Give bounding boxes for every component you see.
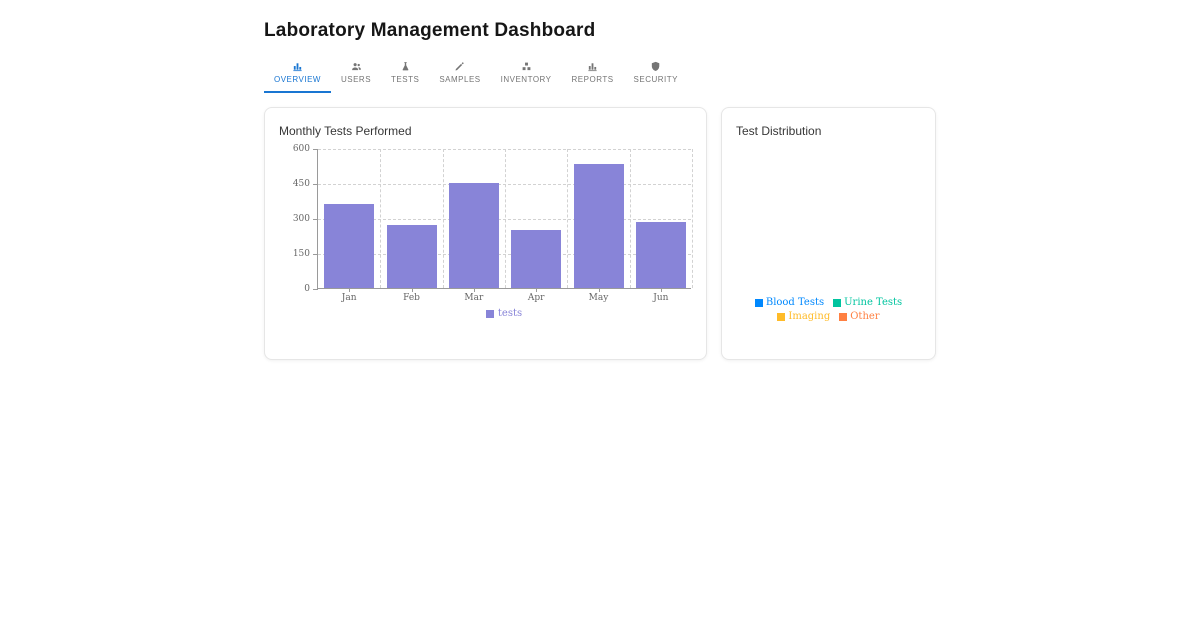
x-axis-tick xyxy=(473,288,475,292)
tab-tests[interactable]: TESTS xyxy=(381,57,429,93)
y-axis-tick xyxy=(313,289,318,290)
bar-chart-legend: tests xyxy=(317,308,691,319)
tab-overview[interactable]: OVERVIEW xyxy=(264,57,331,93)
gridline xyxy=(380,149,382,288)
cards-row: Monthly Tests Performed 0 150 300 450 600 Jan… xyxy=(264,107,936,360)
legend-swatch xyxy=(485,309,494,318)
gridline xyxy=(629,149,631,288)
x-axis-label: May xyxy=(588,293,609,303)
legend-swatch xyxy=(777,312,786,321)
bar-feb[interactable] xyxy=(386,225,437,288)
gridline xyxy=(505,149,506,288)
bar-chart-plot-area: 0 150 300 450 600 Jan Feb Mar Apr May Jun xyxy=(293,144,693,303)
flask-icon xyxy=(400,61,411,72)
y-axis-tick xyxy=(313,219,318,220)
tab-label: OVERVIEW xyxy=(274,75,321,84)
legend-swatch xyxy=(754,298,763,307)
x-axis-label: Feb xyxy=(403,293,420,303)
x-axis-label: Jan xyxy=(341,293,357,303)
x-axis-tick xyxy=(536,288,538,292)
bar-may[interactable] xyxy=(573,164,624,288)
y-axis-label: 300 xyxy=(292,213,310,224)
tab-label: REPORTS xyxy=(571,75,614,84)
bar-chart-icon xyxy=(292,61,303,72)
gridline xyxy=(567,149,569,288)
bar-apr[interactable] xyxy=(511,229,562,288)
boxes-icon xyxy=(521,61,532,72)
tab-label: INVENTORY xyxy=(500,75,552,84)
tab-security[interactable]: SECURITY xyxy=(624,57,688,93)
y-axis-tick xyxy=(313,184,318,185)
gridline xyxy=(318,184,691,185)
x-axis-tick xyxy=(598,288,600,292)
shield-icon xyxy=(650,61,661,72)
legend-swatch xyxy=(833,298,842,307)
tab-label: SECURITY xyxy=(633,75,678,84)
tab-users[interactable]: USERS xyxy=(331,57,381,93)
page-container: Laboratory Management Dashboard OVERVIEW… xyxy=(264,0,936,360)
x-axis-label: Jun xyxy=(653,293,669,303)
legend-item-urine-tests: Urine Tests xyxy=(833,296,902,309)
bar-chart-icon xyxy=(587,61,598,72)
tab-label: TESTS xyxy=(391,75,420,84)
x-axis-tick xyxy=(411,288,413,292)
pie-chart-legend: Blood Tests Urine Tests Imaging Other xyxy=(734,296,923,323)
legend-item-other: Other xyxy=(839,310,880,323)
legend-label: Urine Tests xyxy=(844,297,903,308)
legend-label: Blood Tests xyxy=(765,297,825,308)
y-axis-tick xyxy=(313,149,318,150)
y-axis-label: 0 xyxy=(304,283,310,294)
card-title: Monthly Tests Performed xyxy=(279,124,412,138)
x-axis-label: Mar xyxy=(464,293,484,303)
tab-label: SAMPLES xyxy=(439,75,481,84)
dropper-icon xyxy=(454,61,465,72)
x-axis-tick xyxy=(660,288,662,292)
page-title: Laboratory Management Dashboard xyxy=(264,20,596,41)
gridline xyxy=(442,149,444,288)
y-axis-tick xyxy=(313,254,318,255)
gridline xyxy=(318,149,691,150)
monthly-tests-card: Monthly Tests Performed 0 150 300 450 600 Jan… xyxy=(264,107,707,360)
users-icon xyxy=(351,61,362,72)
legend-swatch xyxy=(839,312,848,321)
gridline xyxy=(318,254,691,255)
bar-jun[interactable] xyxy=(635,221,686,288)
card-title: Test Distribution xyxy=(736,124,822,138)
x-axis-label: Apr xyxy=(527,293,545,303)
tab-label: USERS xyxy=(340,75,372,84)
tab-samples[interactable]: SAMPLES xyxy=(429,57,490,93)
legend-item-blood-tests: Blood Tests xyxy=(754,296,825,309)
bar-jan[interactable] xyxy=(324,204,375,288)
legend-item-imaging: Imaging xyxy=(777,310,830,323)
tab-inventory[interactable]: INVENTORY xyxy=(491,57,562,93)
tab-bar: OVERVIEW USERS TESTS SAMPLES INVENTORY xyxy=(264,57,936,93)
x-axis-tick xyxy=(349,288,351,292)
gridline xyxy=(692,149,693,288)
legend-label: tests xyxy=(497,308,523,319)
y-axis-label: 600 xyxy=(292,143,310,154)
legend-label: Other xyxy=(850,311,880,322)
tab-reports[interactable]: REPORTS xyxy=(562,57,624,93)
y-axis-label: 150 xyxy=(292,248,310,259)
y-axis-label: 450 xyxy=(292,178,310,189)
legend-label: Imaging xyxy=(788,311,831,322)
test-distribution-card: Test Distribution Blood Tests Urine Tests… xyxy=(721,107,936,360)
gridline xyxy=(318,219,691,220)
bar-mar[interactable] xyxy=(448,183,499,288)
